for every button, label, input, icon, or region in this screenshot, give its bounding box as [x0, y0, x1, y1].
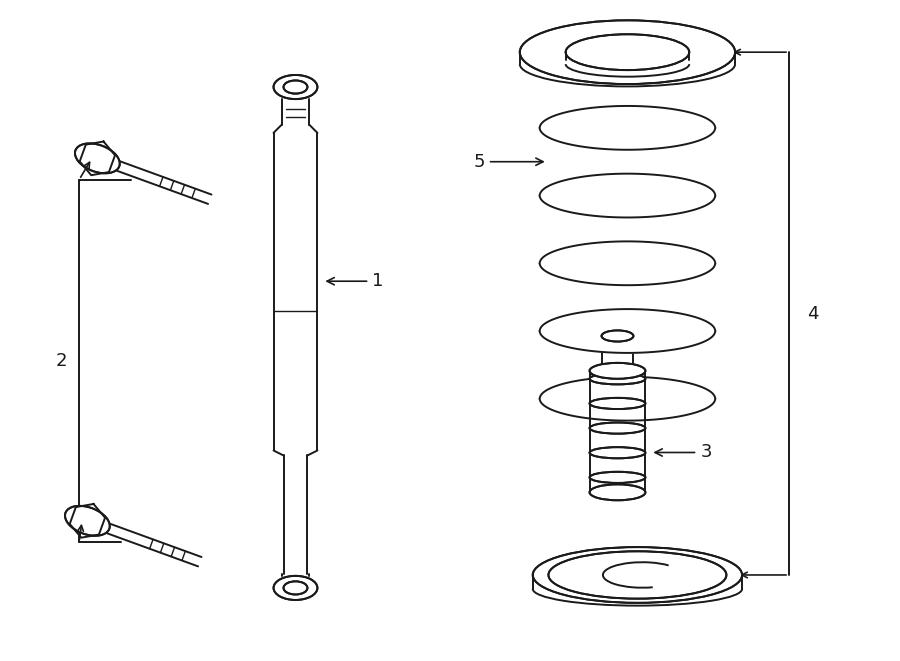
Ellipse shape	[590, 422, 645, 434]
Ellipse shape	[590, 373, 645, 385]
Ellipse shape	[65, 506, 110, 536]
Ellipse shape	[274, 75, 318, 99]
Polygon shape	[540, 263, 716, 285]
Polygon shape	[540, 196, 716, 217]
Text: 2: 2	[56, 352, 67, 370]
Ellipse shape	[520, 20, 735, 84]
Ellipse shape	[533, 547, 742, 603]
Ellipse shape	[601, 330, 634, 342]
Ellipse shape	[590, 363, 645, 379]
Ellipse shape	[274, 576, 318, 600]
Ellipse shape	[590, 447, 645, 458]
Polygon shape	[540, 128, 716, 150]
Text: 5: 5	[473, 153, 543, 171]
Text: 1: 1	[327, 272, 383, 290]
Ellipse shape	[590, 398, 645, 409]
Ellipse shape	[548, 551, 726, 599]
Ellipse shape	[565, 34, 689, 70]
Ellipse shape	[284, 581, 308, 594]
Ellipse shape	[590, 472, 645, 483]
Text: 3: 3	[655, 444, 712, 461]
Ellipse shape	[284, 81, 308, 94]
Ellipse shape	[75, 143, 120, 173]
Ellipse shape	[590, 485, 645, 500]
Text: 4: 4	[807, 305, 818, 323]
Polygon shape	[540, 331, 716, 353]
Polygon shape	[540, 399, 716, 420]
